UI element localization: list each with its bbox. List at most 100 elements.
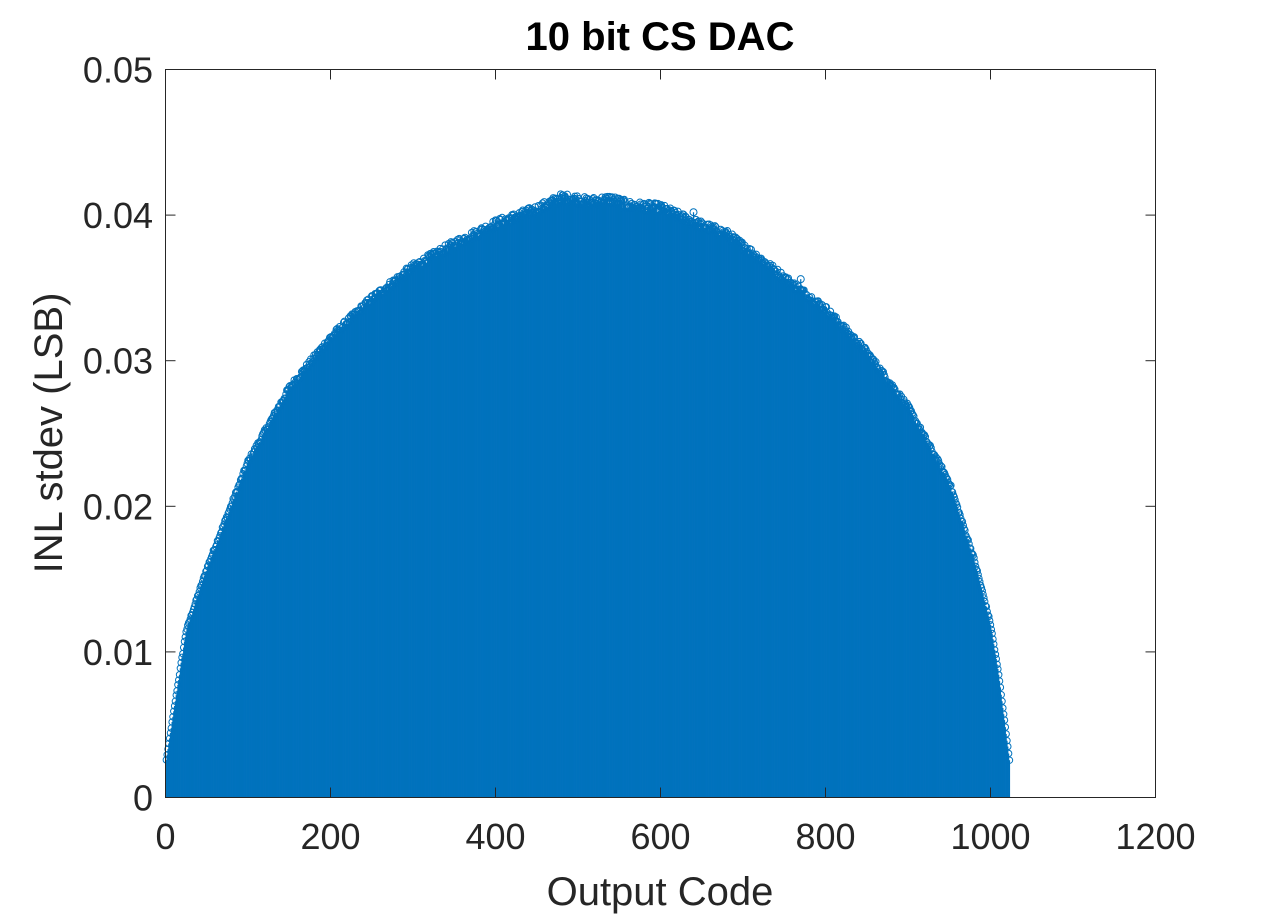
stem-marker (231, 492, 239, 501)
stem-marker (769, 261, 777, 270)
stem-marker (965, 540, 973, 548)
stem-marker (879, 368, 887, 376)
stem-marker (1005, 756, 1014, 764)
stem-marker (826, 307, 835, 316)
chart-title: 10 bit CS DAC (526, 15, 795, 59)
stem-marker (397, 275, 406, 283)
stem-marker (796, 275, 805, 284)
stem-marker (443, 247, 452, 256)
x-axis: 0 200 400 600 800 1000 1200 (155, 69, 1196, 857)
stem-marker (970, 554, 978, 562)
stem-marker (754, 255, 762, 264)
stem-marker (832, 313, 840, 321)
stem-marker (830, 313, 838, 321)
stem-marker (973, 567, 981, 575)
stem-marker (996, 683, 1005, 692)
stem-marker (358, 307, 367, 315)
stem-marker (994, 665, 1002, 673)
stem-marker (978, 587, 986, 595)
x-tick-label: 200 (300, 816, 360, 857)
stem-marker (198, 581, 206, 589)
y-tick-label: 0.04 (83, 195, 153, 236)
stem-marker (990, 640, 998, 648)
stem-marker (282, 390, 290, 398)
stem-marker (422, 260, 430, 268)
stem-marker (211, 545, 219, 554)
stem-marker (163, 750, 171, 759)
stem-marker (612, 196, 620, 204)
y-tick-label: 0.05 (83, 50, 153, 91)
stem-marker (212, 541, 221, 549)
stem-marker (256, 439, 265, 447)
stem-marker (948, 488, 957, 496)
stem-marker (520, 210, 529, 219)
stem-marker (533, 209, 541, 217)
stem-marker (986, 621, 995, 629)
stem-marker (396, 274, 405, 282)
stem-marker (959, 521, 967, 530)
stem-marker (345, 317, 354, 326)
stem-marker (967, 544, 975, 553)
stem-marker (974, 571, 982, 579)
stem-marker (859, 347, 868, 356)
stem-marker (214, 537, 223, 545)
stem-marker (267, 416, 275, 424)
stem-marker (441, 241, 449, 249)
stem-marker (740, 241, 749, 250)
stem-marker (232, 487, 241, 496)
stem-marker (281, 394, 289, 402)
stem-marker (977, 584, 986, 592)
stem-marker (174, 681, 182, 689)
stem-marker (166, 729, 175, 737)
stem-marker (943, 474, 951, 482)
stem-marker (176, 664, 185, 672)
stem-marker (170, 702, 179, 710)
stem-marker (1003, 736, 1011, 745)
stem-marker (177, 659, 185, 667)
stem-marker (689, 208, 698, 217)
stem-marker (1000, 716, 1009, 724)
stem-marker (943, 475, 952, 484)
stem-marker (295, 375, 303, 383)
stem-marker (909, 411, 917, 419)
x-tick-label: 400 (465, 816, 525, 857)
stem-marker (438, 251, 446, 259)
stem-marker (993, 660, 1001, 669)
stem-marker (981, 597, 989, 606)
stem-marker (958, 517, 967, 526)
stem-marker (971, 558, 979, 567)
stem-marker (980, 594, 988, 602)
stem-marker (306, 360, 314, 368)
stem-marker (985, 612, 993, 621)
x-axis-label: Output Code (547, 870, 774, 914)
stem-marker (987, 625, 996, 634)
x-tick-label: 1200 (1115, 816, 1195, 857)
stem-marker (175, 676, 183, 684)
stem-marker (193, 595, 201, 603)
marker-series (162, 190, 1014, 764)
stem-marker (264, 423, 273, 431)
stem-marker (201, 571, 209, 580)
stem-marker (220, 520, 228, 528)
stem-marker (961, 526, 969, 535)
stem-marker (914, 424, 922, 432)
x-tick-label: 1000 (950, 816, 1030, 857)
stem-marker (822, 303, 831, 311)
y-tick-label: 0.02 (83, 486, 153, 527)
y-tick-label: 0.01 (83, 632, 153, 673)
stem-marker (619, 196, 628, 204)
stem-marker (165, 734, 174, 743)
stem-marker (241, 466, 250, 474)
stem-marker (484, 225, 492, 233)
stem-marker (453, 243, 461, 251)
stem-marker (204, 561, 213, 569)
stem-marker (168, 718, 176, 726)
stem-marker (193, 592, 202, 600)
stem-marker (197, 581, 205, 590)
stem-marker (184, 619, 193, 627)
stem-marker (217, 528, 226, 536)
stem-marker (227, 502, 236, 510)
stem-marker (181, 633, 190, 641)
stem-marker (203, 566, 211, 575)
stem-marker (951, 496, 959, 504)
